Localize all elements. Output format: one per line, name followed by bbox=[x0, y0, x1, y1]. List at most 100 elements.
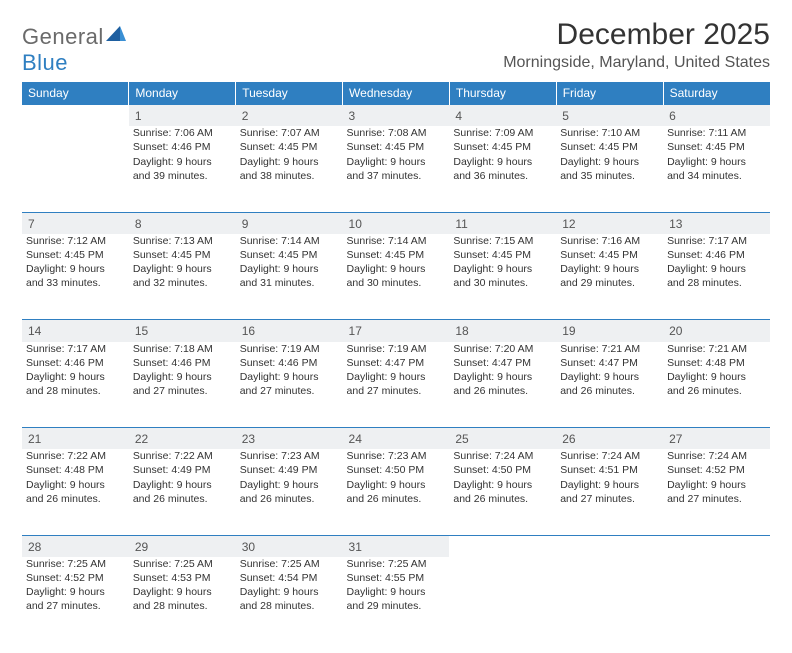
cell-line: Sunset: 4:45 PM bbox=[453, 248, 552, 262]
cell-line: Sunrise: 7:11 AM bbox=[667, 126, 766, 140]
day-cell: Sunrise: 7:10 AMSunset: 4:45 PMDaylight:… bbox=[556, 126, 663, 212]
day-number: 7 bbox=[22, 212, 129, 234]
day-cell: Sunrise: 7:24 AMSunset: 4:51 PMDaylight:… bbox=[556, 449, 663, 535]
day-number bbox=[449, 535, 556, 557]
cell-line: Daylight: 9 hours and 26 minutes. bbox=[133, 478, 232, 506]
day-cell: Sunrise: 7:07 AMSunset: 4:45 PMDaylight:… bbox=[236, 126, 343, 212]
cell-line: Sunrise: 7:14 AM bbox=[347, 234, 446, 248]
cell-line: Sunset: 4:45 PM bbox=[240, 140, 339, 154]
cell-line: Sunset: 4:52 PM bbox=[26, 571, 125, 585]
cell-line: Sunset: 4:46 PM bbox=[26, 356, 125, 370]
cell-line: Sunset: 4:45 PM bbox=[560, 140, 659, 154]
cell-line: Sunrise: 7:19 AM bbox=[347, 342, 446, 356]
cell-line: Sunrise: 7:18 AM bbox=[133, 342, 232, 356]
cell-line: Daylight: 9 hours and 29 minutes. bbox=[560, 262, 659, 290]
day-number: 24 bbox=[343, 428, 450, 450]
cell-line: Daylight: 9 hours and 36 minutes. bbox=[453, 155, 552, 183]
month-title: December 2025 bbox=[503, 18, 770, 52]
cell-line: Daylight: 9 hours and 27 minutes. bbox=[347, 370, 446, 398]
day-number: 12 bbox=[556, 212, 663, 234]
cell-line: Sunset: 4:52 PM bbox=[667, 463, 766, 477]
cell-line: Sunrise: 7:21 AM bbox=[667, 342, 766, 356]
cell-line: Daylight: 9 hours and 26 minutes. bbox=[26, 478, 125, 506]
day-number: 28 bbox=[22, 535, 129, 557]
day-number: 15 bbox=[129, 320, 236, 342]
day-cell: Sunrise: 7:18 AMSunset: 4:46 PMDaylight:… bbox=[129, 342, 236, 428]
day-number: 3 bbox=[343, 105, 450, 127]
day-cell: Sunrise: 7:15 AMSunset: 4:45 PMDaylight:… bbox=[449, 234, 556, 320]
page-header: General Blue December 2025 Morningside, … bbox=[22, 18, 770, 76]
brand-part2: Blue bbox=[22, 50, 68, 75]
cell-line: Daylight: 9 hours and 26 minutes. bbox=[453, 370, 552, 398]
content-row: Sunrise: 7:17 AMSunset: 4:46 PMDaylight:… bbox=[22, 342, 770, 428]
day-number: 1 bbox=[129, 105, 236, 127]
cell-line: Daylight: 9 hours and 37 minutes. bbox=[347, 155, 446, 183]
cell-line: Daylight: 9 hours and 26 minutes. bbox=[453, 478, 552, 506]
cell-line: Sunset: 4:46 PM bbox=[240, 356, 339, 370]
cell-line: Daylight: 9 hours and 26 minutes. bbox=[347, 478, 446, 506]
cell-line: Sunset: 4:47 PM bbox=[347, 356, 446, 370]
daynum-row: 14151617181920 bbox=[22, 320, 770, 342]
day-number: 22 bbox=[129, 428, 236, 450]
cell-line: Sunset: 4:51 PM bbox=[560, 463, 659, 477]
cell-line: Sunrise: 7:17 AM bbox=[667, 234, 766, 248]
cell-line: Daylight: 9 hours and 26 minutes. bbox=[667, 370, 766, 398]
cell-line: Sunrise: 7:25 AM bbox=[240, 557, 339, 571]
day-number: 31 bbox=[343, 535, 450, 557]
cell-line: Sunset: 4:50 PM bbox=[347, 463, 446, 477]
daynum-row: 28293031 bbox=[22, 535, 770, 557]
content-row: Sunrise: 7:22 AMSunset: 4:48 PMDaylight:… bbox=[22, 449, 770, 535]
cell-line: Sunrise: 7:23 AM bbox=[347, 449, 446, 463]
cell-line: Daylight: 9 hours and 28 minutes. bbox=[133, 585, 232, 613]
day-cell: Sunrise: 7:22 AMSunset: 4:49 PMDaylight:… bbox=[129, 449, 236, 535]
cell-line: Sunrise: 7:23 AM bbox=[240, 449, 339, 463]
day-cell: Sunrise: 7:25 AMSunset: 4:52 PMDaylight:… bbox=[22, 557, 129, 643]
cell-line: Daylight: 9 hours and 27 minutes. bbox=[560, 478, 659, 506]
cell-line: Sunset: 4:48 PM bbox=[26, 463, 125, 477]
day-number: 30 bbox=[236, 535, 343, 557]
cell-line: Sunset: 4:48 PM bbox=[667, 356, 766, 370]
cell-line: Sunset: 4:47 PM bbox=[453, 356, 552, 370]
cell-line: Daylight: 9 hours and 33 minutes. bbox=[26, 262, 125, 290]
cell-line: Sunrise: 7:12 AM bbox=[26, 234, 125, 248]
cell-line: Sunset: 4:45 PM bbox=[240, 248, 339, 262]
day-cell: Sunrise: 7:14 AMSunset: 4:45 PMDaylight:… bbox=[236, 234, 343, 320]
cell-line: Sunset: 4:46 PM bbox=[133, 356, 232, 370]
cell-line: Sunrise: 7:24 AM bbox=[667, 449, 766, 463]
day-cell: Sunrise: 7:21 AMSunset: 4:48 PMDaylight:… bbox=[663, 342, 770, 428]
day-cell: Sunrise: 7:19 AMSunset: 4:46 PMDaylight:… bbox=[236, 342, 343, 428]
cell-line: Sunrise: 7:13 AM bbox=[133, 234, 232, 248]
day-cell: Sunrise: 7:23 AMSunset: 4:49 PMDaylight:… bbox=[236, 449, 343, 535]
day-number: 9 bbox=[236, 212, 343, 234]
cell-line: Sunset: 4:45 PM bbox=[26, 248, 125, 262]
cell-line: Sunset: 4:45 PM bbox=[347, 248, 446, 262]
day-cell: Sunrise: 7:12 AMSunset: 4:45 PMDaylight:… bbox=[22, 234, 129, 320]
cell-line: Daylight: 9 hours and 29 minutes. bbox=[347, 585, 446, 613]
weekday-row: SundayMondayTuesdayWednesdayThursdayFrid… bbox=[22, 82, 770, 105]
cell-line: Sunrise: 7:25 AM bbox=[26, 557, 125, 571]
cell-line: Sunset: 4:55 PM bbox=[347, 571, 446, 585]
day-cell: Sunrise: 7:17 AMSunset: 4:46 PMDaylight:… bbox=[22, 342, 129, 428]
cell-line: Sunrise: 7:10 AM bbox=[560, 126, 659, 140]
cell-line: Sunrise: 7:14 AM bbox=[240, 234, 339, 248]
cell-line: Sunset: 4:54 PM bbox=[240, 571, 339, 585]
cell-line: Daylight: 9 hours and 26 minutes. bbox=[560, 370, 659, 398]
cell-line: Sunrise: 7:16 AM bbox=[560, 234, 659, 248]
daynum-row: 21222324252627 bbox=[22, 428, 770, 450]
day-number: 26 bbox=[556, 428, 663, 450]
weekday-header: Tuesday bbox=[236, 82, 343, 105]
day-cell: Sunrise: 7:17 AMSunset: 4:46 PMDaylight:… bbox=[663, 234, 770, 320]
daynum-row: 123456 bbox=[22, 105, 770, 127]
cell-line: Daylight: 9 hours and 26 minutes. bbox=[240, 478, 339, 506]
day-cell: Sunrise: 7:19 AMSunset: 4:47 PMDaylight:… bbox=[343, 342, 450, 428]
cell-line: Daylight: 9 hours and 27 minutes. bbox=[667, 478, 766, 506]
day-cell: Sunrise: 7:24 AMSunset: 4:52 PMDaylight:… bbox=[663, 449, 770, 535]
cell-line: Sunset: 4:46 PM bbox=[667, 248, 766, 262]
day-cell: Sunrise: 7:09 AMSunset: 4:45 PMDaylight:… bbox=[449, 126, 556, 212]
day-cell: Sunrise: 7:16 AMSunset: 4:45 PMDaylight:… bbox=[556, 234, 663, 320]
cell-line: Sunrise: 7:24 AM bbox=[453, 449, 552, 463]
day-cell bbox=[22, 126, 129, 212]
brand-text: General Blue bbox=[22, 24, 126, 76]
calendar-table: SundayMondayTuesdayWednesdayThursdayFrid… bbox=[22, 82, 770, 643]
day-cell bbox=[663, 557, 770, 643]
